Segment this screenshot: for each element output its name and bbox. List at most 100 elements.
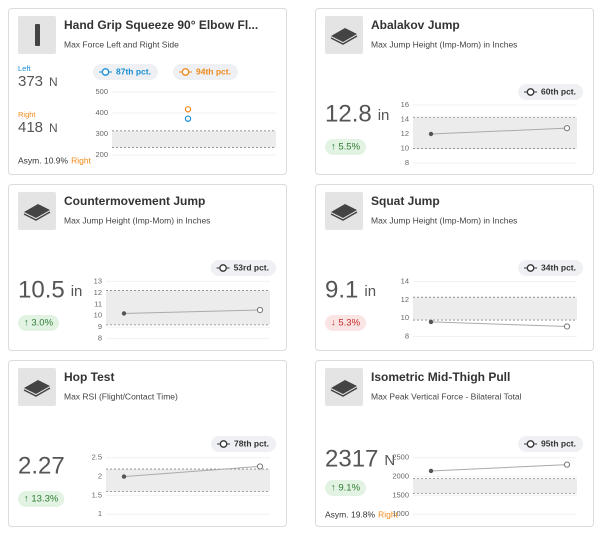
change-label: ↑ 9.1% [331,483,361,494]
y-tick-label: 16 [401,100,409,109]
y-tick-label: 9 [98,322,102,331]
percentile-badge: 87th pct. [93,64,158,80]
metric-unit: N [384,452,395,469]
data-point [256,463,264,470]
metric-unit: in [71,283,83,300]
badge-bg [518,260,583,276]
badge-icon [526,264,535,272]
y-tick-label: 14 [401,114,409,123]
card-subtitle: Max Jump Height (Imp-Mom) in Inches [371,39,517,49]
change-pill [325,480,367,496]
trend-line [123,465,261,478]
icon-shape [331,28,357,42]
icon-shape [330,35,358,45]
card-title: Countermovement Jump [64,194,205,208]
badge-bg [210,260,276,276]
icon-shape [331,380,357,394]
badge-icon [101,68,110,76]
normal-band [413,117,577,149]
metric-card: Hop Test Max RSI (Flight/Contact Time) 78t… [8,360,287,527]
normal-band [106,290,270,325]
percentile-badge: 78th pct. [211,436,276,452]
card-subtitle: Max Jump Height (Imp-Mom) in Inches [371,215,517,225]
percentile-badge: 95th pct. [518,436,583,452]
change-pill [18,491,65,507]
card-subtitle: Max Force Left and Right Side [64,39,179,49]
percentile-badge: 94th pct. [173,64,238,80]
icon-shape [331,204,357,218]
percentile-badge: 60th pct. [518,84,583,100]
change-pill [325,139,367,155]
y-tick-label: 400 [95,108,108,117]
badge-icon [181,68,190,76]
trend-line [430,321,568,327]
y-tick-label: 1 [98,509,102,518]
y-tick-label: 1500 [392,490,409,499]
asymmetry-label: Asym. 10.9% [18,155,69,165]
trend-line [430,127,568,135]
y-tick-label: 500 [95,87,108,96]
metric-value: 10.5 [18,276,65,303]
side-label: Right [18,110,36,119]
y-tick-label: 2500 [392,453,409,462]
icon-shape [23,211,51,221]
card-title: Abalakov Jump [371,18,460,32]
asymmetry-side: Right [71,155,91,165]
y-tick-label: 10 [94,311,102,320]
card-title: Isometric Mid-Thigh Pull [371,370,510,384]
metric-value: 12.8 [325,100,372,127]
change-label: ↑ 13.3% [24,494,59,505]
badge-bg [93,64,158,80]
data-point [121,474,127,479]
icon-shape [35,24,40,46]
icon-shape [23,387,51,397]
data-point [563,323,571,330]
trend-line [123,309,261,314]
percentile-badge: 53rd pct. [210,260,276,276]
y-tick-label: 11 [94,299,102,308]
metric-unit: in [378,107,390,124]
y-tick-label: 2 [98,472,102,481]
data-point [428,131,434,137]
y-tick-label: 13 [94,276,102,285]
card-title: Hop Test [64,370,114,384]
card-subtitle: Max Jump Height (Imp-Mom) in Inches [64,215,210,225]
data-point [428,319,434,325]
metric-value: 418 [18,119,43,136]
metric-card: Hand Grip Squeeze 90° Elbow Fl... Max For… [8,8,287,175]
trend-line [430,464,568,472]
y-tick-label: 10 [401,313,409,322]
icon-shape [24,204,50,218]
y-tick-label: 12 [401,295,409,304]
percentile-label: 60th pct. [541,86,576,96]
data-point [184,115,192,122]
badge-icon [219,264,227,272]
percentile-badge: 34th pct. [518,260,583,276]
data-point [184,106,192,113]
asymmetry-side: Right [378,509,398,519]
icon-shape [330,211,358,221]
metric-card: Countermovement Jump Max Jump Height (Imp… [8,184,287,351]
y-tick-label: 8 [405,158,409,167]
percentile-label: 94th pct. [196,66,231,76]
change-label: ↓ 5.3% [331,318,361,329]
metric-unit: in [364,283,376,300]
icon-shape [330,387,358,397]
y-tick-label: 8 [98,334,102,343]
badge-bg [173,64,238,80]
side-label: Left [18,64,31,73]
badge-bg [211,436,276,452]
data-point [428,468,434,474]
percentile-label: 87th pct. [116,66,151,76]
y-tick-label: 8 [405,331,409,340]
percentile-label: 34th pct. [541,262,576,272]
y-tick-label: 12 [94,288,102,297]
metric-card: Isometric Mid-Thigh Pull Max Peak Vertica… [315,360,594,527]
data-point [256,306,264,314]
badge-bg [518,436,583,452]
percentile-label: 95th pct. [541,438,576,448]
y-tick-label: 1000 [392,509,409,518]
percentile-label: 53rd pct. [234,262,269,272]
badge-bg [518,84,583,100]
